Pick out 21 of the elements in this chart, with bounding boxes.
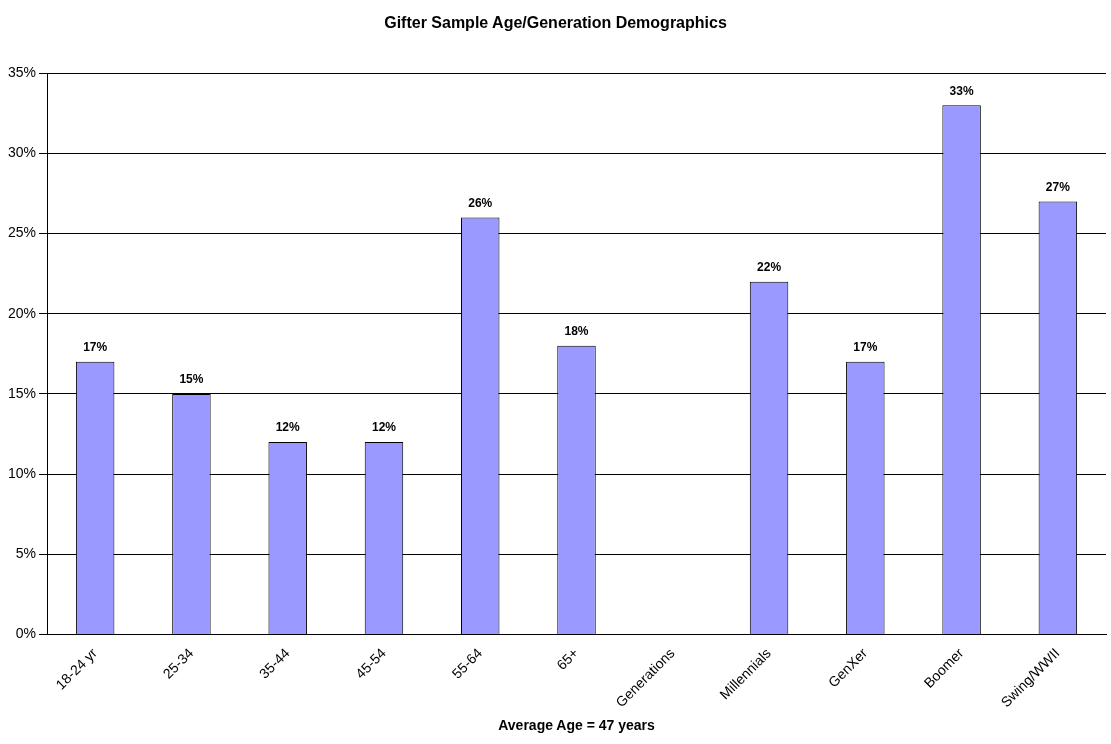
y-tick-label: 5% xyxy=(15,545,37,562)
data-label: 17% xyxy=(83,340,108,355)
data-label: 27% xyxy=(1045,179,1071,194)
y-tick-label: 15% xyxy=(7,384,37,401)
y-tick-label: 20% xyxy=(7,304,37,321)
data-label: 17% xyxy=(853,340,878,355)
y-tick-label: 30% xyxy=(7,144,37,161)
y-tick-label: 10% xyxy=(7,464,37,481)
data-label: 33% xyxy=(949,83,974,98)
data-label: 12% xyxy=(275,420,301,435)
x-axis-title: Average Age = 47 years xyxy=(498,717,655,734)
data-label: 12% xyxy=(371,420,397,435)
data-label: 22% xyxy=(757,259,782,274)
data-label: 15% xyxy=(179,372,204,387)
chart-title: Gifter Sample Age/Generation Demographics xyxy=(384,14,727,32)
x-tick-label: 65+ xyxy=(553,644,582,673)
y-tick-label: 0% xyxy=(15,625,37,642)
y-tick-label: 35% xyxy=(7,64,37,81)
data-label: 26% xyxy=(468,195,493,210)
y-tick-label: 25% xyxy=(7,224,37,241)
data-label: 18% xyxy=(564,324,589,339)
